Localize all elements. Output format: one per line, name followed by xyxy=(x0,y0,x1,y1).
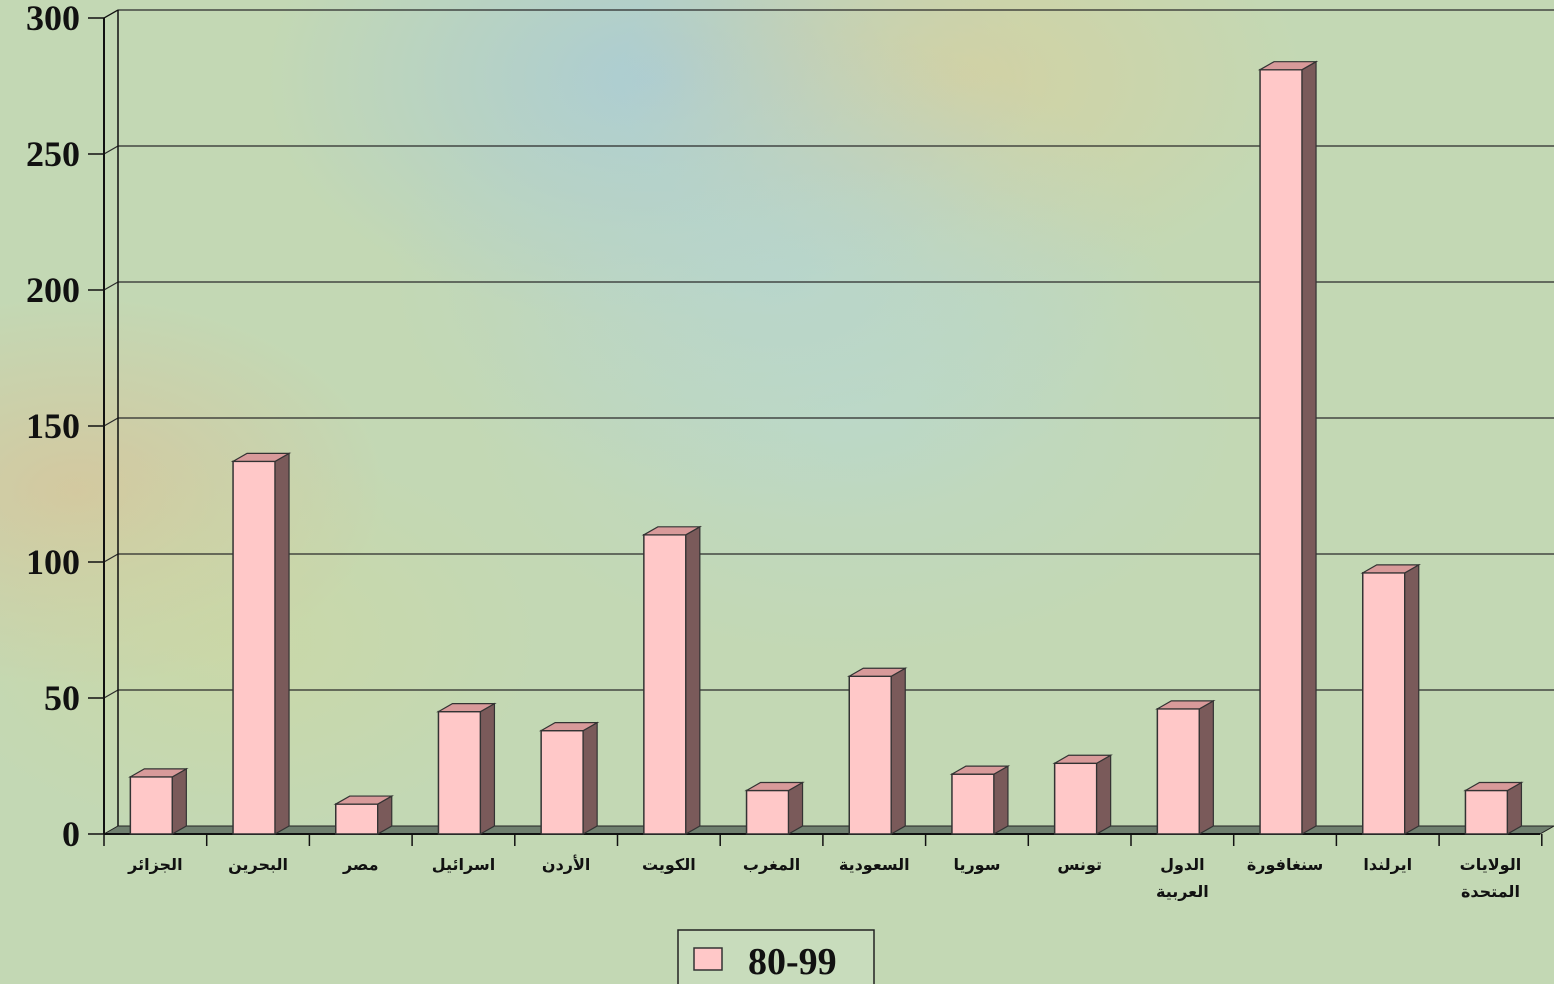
bar-side xyxy=(479,702,496,836)
bar xyxy=(538,721,600,836)
y-tick-label: 100 xyxy=(26,542,80,582)
gridline-side xyxy=(103,417,119,427)
bar-front xyxy=(643,534,687,835)
bar-top xyxy=(1360,564,1422,574)
bar-side xyxy=(1506,781,1523,836)
bar-top xyxy=(333,795,395,805)
x-tick-labels: الجزائر البحرين مصر اسرائيل الأردن الكويت المغ… xyxy=(127,855,1521,901)
x-tick-label: المتحدة xyxy=(1461,882,1520,901)
y-tick-label: 0 xyxy=(62,814,80,854)
bar-side xyxy=(685,525,701,836)
y-tick-label: 250 xyxy=(26,134,80,174)
bar-front xyxy=(848,675,892,835)
legend: 80-99 xyxy=(677,929,875,984)
bar xyxy=(230,452,292,836)
bar-top xyxy=(641,526,703,536)
bar-front xyxy=(745,789,790,835)
bar xyxy=(1463,781,1524,836)
bar-front xyxy=(1259,68,1303,835)
bar-front xyxy=(951,773,995,835)
bar-front xyxy=(232,460,276,835)
gridline-side xyxy=(103,281,119,291)
bar xyxy=(1257,60,1319,836)
x-tick-label: الأردن xyxy=(542,855,590,874)
x-tick-label: العربية xyxy=(1156,882,1209,901)
bar-front xyxy=(1053,762,1098,835)
bar-front xyxy=(335,803,379,835)
bar-top xyxy=(1052,754,1113,764)
x-tick-label: ايرلندا xyxy=(1363,855,1412,874)
x-tick-label: سنغافورة xyxy=(1247,855,1323,874)
gridline-side xyxy=(103,145,119,155)
bar-front xyxy=(1362,572,1406,835)
x-tick-label: الجزائر xyxy=(127,855,182,874)
bar-top xyxy=(128,768,189,778)
bar-top xyxy=(436,702,497,713)
bar xyxy=(949,765,1011,836)
x-tick-label: اسرائيل xyxy=(432,855,495,874)
x-tick-label: السعودية xyxy=(839,855,910,874)
y-tick-label: 150 xyxy=(26,406,80,446)
bar xyxy=(333,795,395,836)
x-tick-label: المغرب xyxy=(743,855,800,874)
bar-front xyxy=(129,776,174,835)
bar-front xyxy=(1464,789,1509,835)
bar-side xyxy=(787,781,804,836)
bar-side xyxy=(890,667,906,836)
y-tick-label: 200 xyxy=(26,270,80,310)
bar-top xyxy=(1257,61,1319,71)
bar xyxy=(744,781,805,836)
bar-top xyxy=(846,667,908,677)
bar xyxy=(641,525,703,836)
bar-top xyxy=(1155,700,1216,710)
bar-top xyxy=(949,765,1011,775)
bar-front xyxy=(1156,708,1201,835)
gridline-side xyxy=(103,689,119,699)
y-tick-labels: 0 50 100 150 200 250 300 xyxy=(26,0,80,854)
bar xyxy=(1155,699,1216,836)
bar-side xyxy=(993,765,1009,836)
bar-side xyxy=(171,767,187,836)
bar-top xyxy=(230,452,292,462)
x-tick-label: الدول xyxy=(1160,855,1205,874)
x-tick-label: الكويت xyxy=(642,855,696,874)
bar-side xyxy=(1198,699,1214,836)
top-edge xyxy=(103,9,119,19)
gridline-side xyxy=(103,553,119,563)
bars xyxy=(128,60,1524,836)
y-tick-label: 50 xyxy=(44,678,80,718)
x-tick-label: البحرين xyxy=(228,855,288,874)
bar-side xyxy=(582,721,598,836)
bar xyxy=(128,767,189,836)
bar xyxy=(436,702,497,836)
x-tick-label: تونس xyxy=(1057,855,1102,874)
bar-top xyxy=(744,781,805,792)
bar-side xyxy=(274,452,290,836)
bar xyxy=(1052,754,1113,836)
legend-label: 80-99 xyxy=(748,941,837,983)
x-tick-label: سوريا xyxy=(953,855,1000,874)
bar-front xyxy=(437,710,482,835)
legend-swatch xyxy=(693,947,723,971)
bar-side xyxy=(1096,754,1112,836)
bar-top xyxy=(538,722,600,732)
bar-top xyxy=(1463,781,1524,792)
bar-side xyxy=(1404,563,1420,836)
y-tick-label: 300 xyxy=(26,0,80,38)
bar xyxy=(846,667,908,836)
bar xyxy=(1360,563,1422,836)
x-tick-label: مصر xyxy=(342,855,379,874)
bar-side xyxy=(1301,60,1317,836)
chart-floor xyxy=(102,825,1554,835)
x-tick-label: الولايات xyxy=(1460,855,1522,874)
bar-front xyxy=(540,729,584,835)
